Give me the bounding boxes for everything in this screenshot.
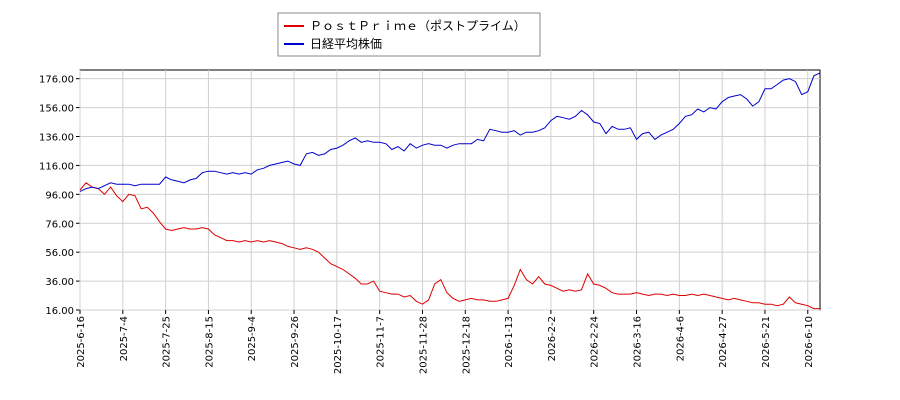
x-tick-label: 2026-5-21: [761, 316, 772, 368]
series-line: [79, 72, 821, 192]
y-tick-label: 116.00: [39, 161, 74, 172]
y-tick-label: 136.00: [39, 133, 74, 144]
y-tick-label: 96.00: [45, 190, 74, 201]
legend-box: [277, 12, 541, 57]
x-tick-label: 2026-4-27: [718, 316, 729, 368]
x-tick-label: 2025-9-26: [290, 316, 301, 368]
y-tick-label: 56.00: [45, 248, 74, 259]
x-tick-label: 2026-1-13: [504, 316, 515, 368]
x-tick-label: 2025-9-4: [247, 316, 258, 361]
series-line: [79, 182, 820, 310]
x-tick-label: 2025-6-16: [76, 316, 87, 368]
x-tick-label: 2026-6-10: [804, 316, 815, 368]
y-tick-label: 16.00: [45, 306, 74, 317]
x-tick-label: 2025-11-28: [418, 316, 429, 374]
x-tick-label: 2025-12-18: [461, 316, 472, 374]
y-tick-label: 76.00: [45, 219, 74, 230]
x-tick-label: 2026-2-2: [547, 316, 558, 361]
legend: ＰｏｓｔＰｒｉｍｅ（ポストプライム） 日経平均株価: [277, 12, 541, 57]
x-tick-label: 2025-7-25: [162, 316, 173, 368]
x-tick-label: 2026-4-6: [675, 316, 686, 361]
x-tick-label: 2026-3-16: [633, 316, 644, 368]
y-tick-label: 36.00: [45, 277, 74, 288]
y-tick-label: 176.00: [39, 75, 74, 86]
y-tick-label: 156.00: [39, 104, 74, 115]
x-tick-label: 2026-2-24: [590, 316, 601, 368]
x-tick-label: 2025-11-7: [376, 316, 387, 368]
plot-frame: [79, 69, 821, 311]
legend-label: ＰｏｓｔＰｒｉｍｅ（ポストプライム）: [310, 19, 526, 33]
x-tick-label: 2025-8-15: [204, 316, 215, 368]
legend-label: 日経平均株価: [310, 36, 382, 51]
x-tick-label: 2025-7-4: [119, 316, 130, 361]
x-tick-label: 2025-10-17: [333, 316, 344, 374]
